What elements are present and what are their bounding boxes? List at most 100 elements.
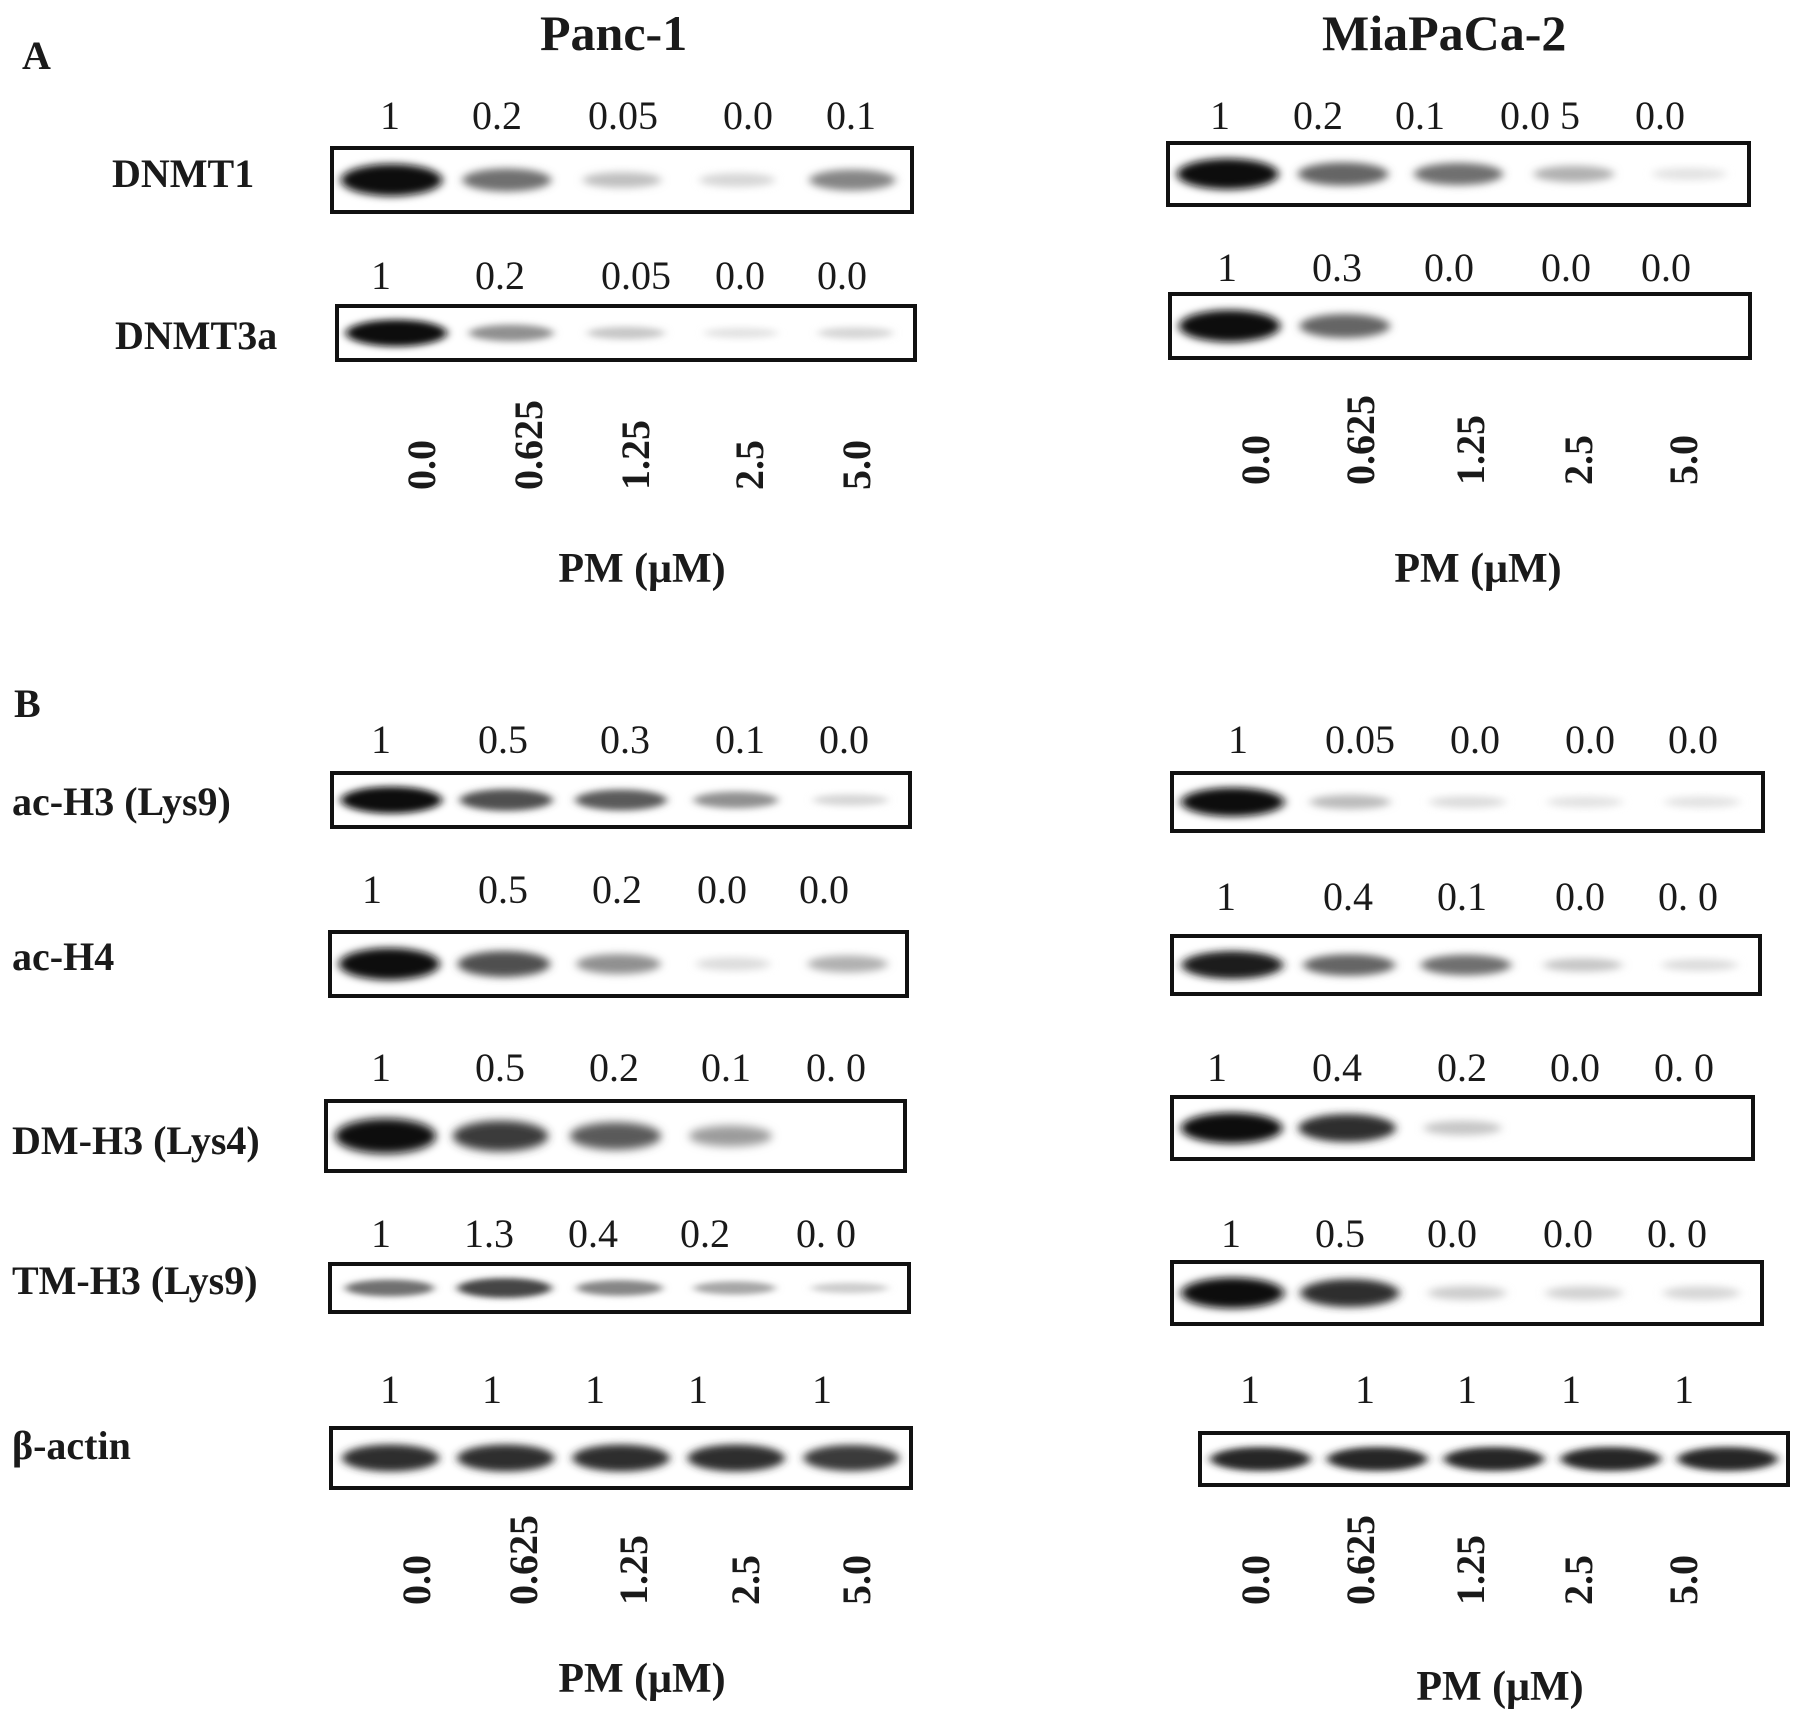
blot-band	[1543, 958, 1623, 972]
quant-value: 1	[1216, 874, 1236, 919]
quant-value: 0.2	[472, 93, 522, 138]
quant-value: 0.2	[589, 1045, 639, 1090]
panel-b-label: B	[14, 681, 41, 726]
blot-band	[1181, 787, 1285, 817]
dose-label: 1.25	[1448, 1535, 1493, 1605]
quant-value: 0. 0	[1647, 1211, 1707, 1256]
quant-value: 0.1	[701, 1045, 751, 1090]
protein-label-dnmt3a: DNMT3a	[115, 313, 278, 358]
quant-value: 0.2	[1293, 93, 1343, 138]
quant-value: 0.1	[826, 93, 876, 138]
blot-bands	[1181, 787, 1741, 817]
blot-band	[1178, 310, 1281, 342]
blot-band	[803, 1444, 900, 1472]
quant-value: 0.0	[1641, 245, 1691, 290]
blot-band	[1309, 794, 1391, 810]
quant-value: 0.2	[592, 867, 642, 912]
blot-band	[1427, 1286, 1507, 1300]
quant-value: 0.5	[475, 1045, 525, 1090]
blot-bands	[1180, 1112, 1502, 1144]
quant-value: 0.0	[1541, 245, 1591, 290]
blot-right-dnmt1	[1166, 141, 1751, 207]
blot-band	[695, 957, 771, 971]
blot-left-ac-h3	[330, 771, 912, 829]
blot-band	[1297, 162, 1389, 186]
blot-bands	[338, 948, 888, 980]
quant-value: 0.0	[1635, 93, 1685, 138]
x-axis-label-a-right: PM (μM)	[1394, 546, 1562, 592]
quant-value: 1	[1221, 1211, 1241, 1256]
blot-band	[1176, 158, 1279, 190]
quant-value: 1	[1674, 1367, 1694, 1412]
blot-band	[340, 164, 443, 196]
blot-band	[345, 1279, 434, 1297]
quant-value: 0.0	[1550, 1045, 1600, 1090]
blot-bands	[1178, 310, 1390, 342]
blot-band	[1181, 951, 1284, 979]
blot-band	[572, 1444, 670, 1472]
blot-bands	[334, 1118, 773, 1154]
blot-band	[693, 1281, 776, 1295]
blot-band	[812, 794, 889, 806]
protein-label-ac-h3-lys9: ac-H3 (Lys9)	[12, 779, 231, 824]
blot-band	[468, 324, 554, 342]
blot-band	[1545, 1286, 1624, 1300]
blot-band	[457, 1278, 552, 1298]
dose-label: 0.625	[1338, 1515, 1383, 1605]
quant-value: 1	[1355, 1367, 1375, 1412]
quant-value: 1	[371, 717, 391, 762]
blot-band	[1662, 1286, 1741, 1300]
blot-band	[1677, 1447, 1778, 1471]
blot-right-tm-h3	[1170, 1260, 1764, 1326]
blot-band	[1429, 796, 1506, 808]
quant-value: 0.1	[1395, 93, 1445, 138]
blot-band	[699, 173, 776, 187]
dose-label: 5.0	[834, 1555, 879, 1605]
blot-band	[807, 955, 888, 973]
blot-band	[1180, 1112, 1283, 1144]
blot-band	[1181, 1277, 1285, 1309]
blot-left-dnmt1	[330, 146, 914, 214]
quant-value: 1	[362, 867, 382, 912]
quant-value: 0.0	[697, 867, 747, 912]
dose-label: 0.625	[1338, 395, 1383, 485]
panel-a-label: A	[22, 33, 51, 78]
dose-label: 0.0	[1233, 435, 1278, 485]
dose-label: 5.0	[1661, 1555, 1706, 1605]
blot-band	[1664, 796, 1741, 808]
quant-value: 1	[1210, 93, 1230, 138]
blot-band	[1299, 314, 1390, 338]
quant-value: 0.4	[1323, 874, 1373, 919]
dose-label: 0.0	[394, 1555, 439, 1605]
blot-bands	[1176, 158, 1727, 190]
quant-value: 0.5	[478, 867, 528, 912]
protein-label-dnmt1: DNMT1	[112, 151, 255, 196]
protein-label-dm-h3-lys4: DM-H3 (Lys4)	[12, 1118, 260, 1163]
blot-band	[811, 1282, 888, 1294]
blot-right-ac-h3	[1170, 771, 1765, 833]
blot-band	[345, 319, 447, 347]
dose-label: 0.0	[1233, 1555, 1278, 1605]
quant-value: 0.1	[1437, 874, 1487, 919]
quant-value: 1	[371, 1045, 391, 1090]
quant-value: 1	[1228, 717, 1248, 762]
blot-band	[462, 168, 552, 192]
dose-label: 0.0	[399, 440, 444, 490]
quant-value: 0.0	[1668, 717, 1718, 762]
dose-label: 2.5	[727, 440, 772, 490]
quant-value: 0.1	[715, 717, 765, 762]
blot-band	[1547, 796, 1623, 808]
blot-bands	[1210, 1447, 1778, 1471]
quant-value: 0.5	[1315, 1211, 1365, 1256]
dose-label: 0.625	[506, 400, 551, 490]
blot-band	[459, 789, 553, 811]
blot-band	[338, 948, 440, 980]
dose-label: 1.25	[1448, 415, 1493, 485]
blot-band	[1423, 1120, 1502, 1136]
quant-value: 0.4	[568, 1211, 618, 1256]
right-cell-line-title: MiaPaCa-2	[1322, 5, 1567, 61]
quant-value: 1	[380, 93, 400, 138]
blot-band	[576, 954, 661, 974]
quant-value: 1	[1561, 1367, 1581, 1412]
x-axis-label-a-left: PM (μM)	[558, 546, 726, 592]
